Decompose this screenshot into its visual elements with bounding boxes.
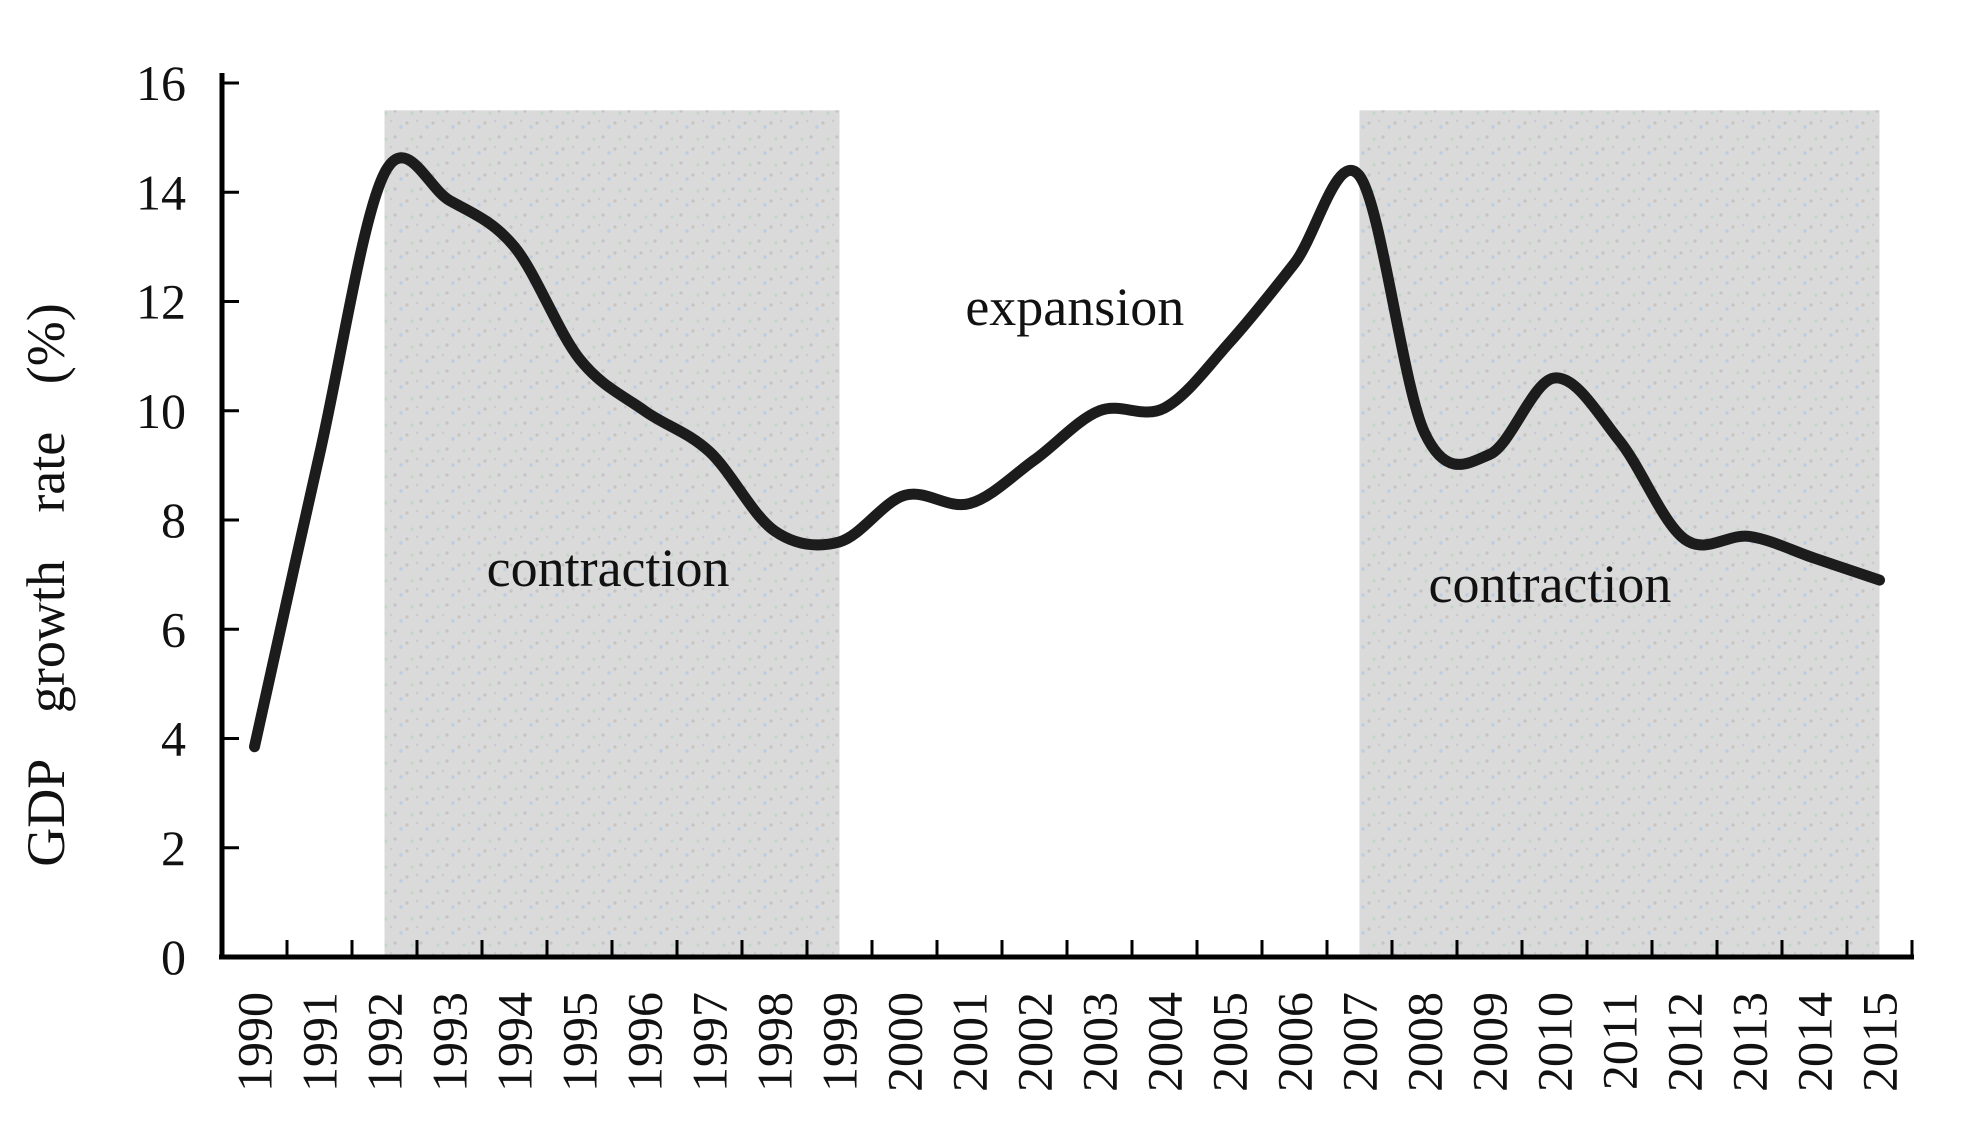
x-tick-label-2002: 2002 [1007,992,1063,1092]
y-tick-label: 8 [161,492,186,548]
x-tick-label-2006: 2006 [1267,992,1323,1092]
x-tick-label-2011: 2011 [1592,992,1648,1090]
x-tick-label-2012: 2012 [1657,992,1713,1092]
x-tick-label-2004: 2004 [1137,992,1193,1092]
x-tick-label-1992: 1992 [357,992,413,1092]
recession-shading-group [384,110,1880,957]
annotation-contraction-left: contraction [487,538,730,598]
x-tick-label-1990: 1990 [227,992,283,1092]
y-tick-label: 4 [161,711,186,767]
y-axis-title: GDP growth rate (%) [16,303,76,866]
x-tick-label-1998: 1998 [747,992,803,1092]
x-tick-label-2014: 2014 [1787,992,1843,1092]
gdp-growth-line [249,152,1885,753]
x-tick-label-2008: 2008 [1397,992,1453,1092]
x-tick-label-2000: 2000 [877,992,933,1092]
recession-band-2 [1359,110,1880,957]
y-tick-label: 0 [161,929,186,985]
recession-band-1 [384,110,840,957]
x-tick-label-2013: 2013 [1722,992,1778,1092]
y-tick-label: 10 [136,383,186,439]
x-tick-label-2003: 2003 [1072,992,1128,1092]
x-tick-label-1993: 1993 [422,992,478,1092]
annotation-contraction-right: contraction [1428,554,1671,614]
x-tick-label-1994: 1994 [487,992,543,1092]
x-tick-label-2009: 2009 [1462,992,1518,1092]
x-tick-label-1999: 1999 [812,992,868,1092]
x-tick-labels-group: 1990 1991 1992 1993 1994 1995 1996 1997 1998 1999… [227,992,1908,1092]
y-tick-label: 16 [136,55,186,111]
annotation-expansion: expansion [965,277,1184,337]
x-tick-label-2007: 2007 [1332,992,1388,1092]
x-tick-label-1991: 1991 [292,992,348,1092]
axes-group [219,73,1914,960]
x-tick-label-2015: 2015 [1852,992,1908,1092]
y-tick-labels-group: 0 2 4 6 8 10 12 14 16 [136,55,186,985]
x-tick-label-2001: 2001 [942,992,998,1092]
x-tick-label-1996: 1996 [617,992,673,1092]
y-tick-label: 2 [161,820,186,876]
x-tick-label-2005: 2005 [1202,992,1258,1092]
y-tick-label: 6 [161,601,186,657]
x-tick-label-1995: 1995 [552,992,608,1092]
x-tick-label-1997: 1997 [682,992,738,1092]
y-tick-label: 12 [136,274,186,330]
x-tick-label-2010: 2010 [1527,992,1583,1092]
y-tick-label: 14 [136,164,186,220]
